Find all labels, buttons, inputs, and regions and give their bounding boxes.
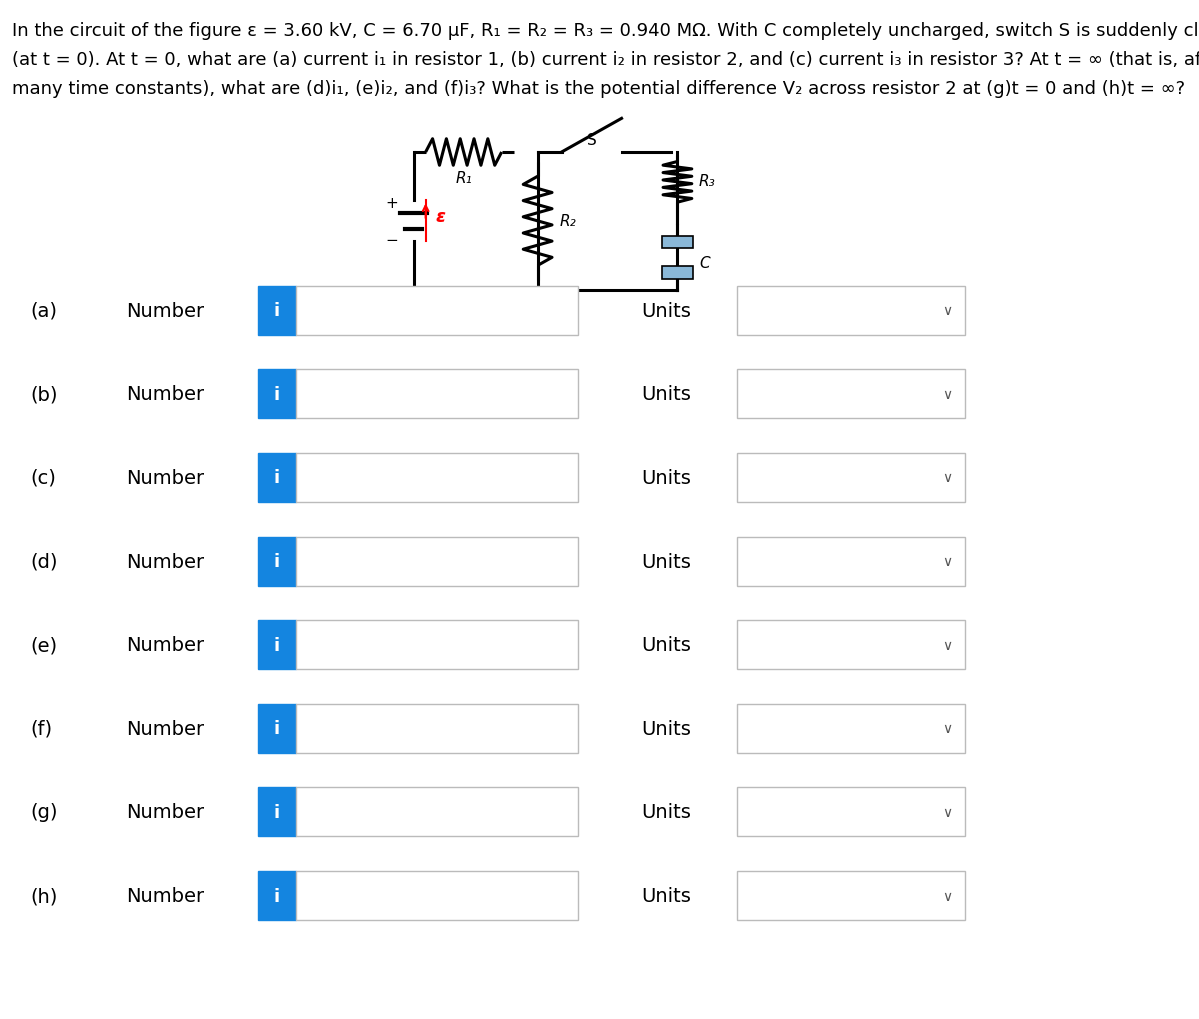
Text: (c): (c) — [30, 469, 56, 487]
FancyBboxPatch shape — [662, 267, 693, 279]
Text: ε: ε — [435, 208, 445, 225]
Text: +: + — [386, 196, 398, 211]
FancyBboxPatch shape — [737, 370, 965, 419]
Text: i: i — [273, 719, 281, 738]
FancyBboxPatch shape — [737, 871, 965, 920]
Text: Units: Units — [641, 385, 692, 404]
Text: many time constants), what are (d)i₁, (e)i₂, and (f)i₃? What is the potential di: many time constants), what are (d)i₁, (e… — [12, 79, 1185, 98]
FancyBboxPatch shape — [258, 537, 296, 586]
Text: (at t = 0). At t = 0, what are (a) current i₁ in resistor 1, (b) current i₂ in r: (at t = 0). At t = 0, what are (a) curre… — [12, 51, 1199, 69]
FancyBboxPatch shape — [296, 537, 578, 586]
Text: i: i — [273, 469, 281, 487]
Text: Number: Number — [126, 385, 204, 404]
Text: (a): (a) — [30, 302, 58, 320]
Text: Number: Number — [126, 719, 204, 738]
Text: ∨: ∨ — [942, 471, 952, 485]
Text: S: S — [586, 132, 596, 148]
FancyBboxPatch shape — [258, 871, 296, 920]
FancyBboxPatch shape — [258, 453, 296, 502]
Text: (g): (g) — [30, 803, 58, 821]
FancyBboxPatch shape — [737, 621, 965, 669]
Text: (b): (b) — [30, 385, 58, 404]
Text: ∨: ∨ — [942, 889, 952, 903]
FancyBboxPatch shape — [737, 453, 965, 502]
Text: i: i — [273, 385, 281, 404]
FancyBboxPatch shape — [296, 788, 578, 837]
FancyBboxPatch shape — [258, 286, 296, 335]
Text: ∨: ∨ — [942, 387, 952, 401]
FancyBboxPatch shape — [258, 621, 296, 669]
Text: R₃: R₃ — [699, 173, 716, 189]
Text: ∨: ∨ — [942, 721, 952, 736]
Text: Units: Units — [641, 803, 692, 821]
FancyBboxPatch shape — [737, 537, 965, 586]
Text: Number: Number — [126, 803, 204, 821]
FancyBboxPatch shape — [737, 704, 965, 753]
Text: i: i — [273, 887, 281, 905]
FancyBboxPatch shape — [258, 788, 296, 837]
Text: Number: Number — [126, 636, 204, 654]
FancyBboxPatch shape — [296, 621, 578, 669]
FancyBboxPatch shape — [662, 236, 693, 249]
FancyBboxPatch shape — [737, 286, 965, 335]
FancyBboxPatch shape — [296, 286, 578, 335]
Text: C: C — [699, 256, 710, 271]
Text: R₁: R₁ — [456, 171, 472, 186]
Text: Number: Number — [126, 469, 204, 487]
Text: −: − — [386, 232, 398, 248]
FancyBboxPatch shape — [296, 370, 578, 419]
Text: ∨: ∨ — [942, 554, 952, 569]
Text: Units: Units — [641, 636, 692, 654]
Text: In the circuit of the figure ε = 3.60 kV, C = 6.70 μF, R₁ = R₂ = R₃ = 0.940 MΩ. : In the circuit of the figure ε = 3.60 kV… — [12, 22, 1199, 41]
Text: (d): (d) — [30, 552, 58, 571]
Text: Units: Units — [641, 719, 692, 738]
Text: R₂: R₂ — [559, 214, 576, 229]
Text: Units: Units — [641, 469, 692, 487]
Text: Units: Units — [641, 887, 692, 905]
Text: ∨: ∨ — [942, 638, 952, 652]
FancyBboxPatch shape — [296, 453, 578, 502]
Text: (e): (e) — [30, 636, 58, 654]
Text: (f): (f) — [30, 719, 52, 738]
Text: Number: Number — [126, 887, 204, 905]
FancyBboxPatch shape — [258, 370, 296, 419]
Text: (h): (h) — [30, 887, 58, 905]
FancyBboxPatch shape — [258, 704, 296, 753]
FancyBboxPatch shape — [737, 788, 965, 837]
Text: i: i — [273, 636, 281, 654]
FancyBboxPatch shape — [296, 704, 578, 753]
Text: ∨: ∨ — [942, 805, 952, 819]
Text: i: i — [273, 302, 281, 320]
Text: i: i — [273, 803, 281, 821]
Text: i: i — [273, 552, 281, 571]
FancyBboxPatch shape — [296, 871, 578, 920]
Text: Units: Units — [641, 552, 692, 571]
Text: Number: Number — [126, 552, 204, 571]
Text: Number: Number — [126, 302, 204, 320]
Text: Units: Units — [641, 302, 692, 320]
Text: ∨: ∨ — [942, 304, 952, 318]
